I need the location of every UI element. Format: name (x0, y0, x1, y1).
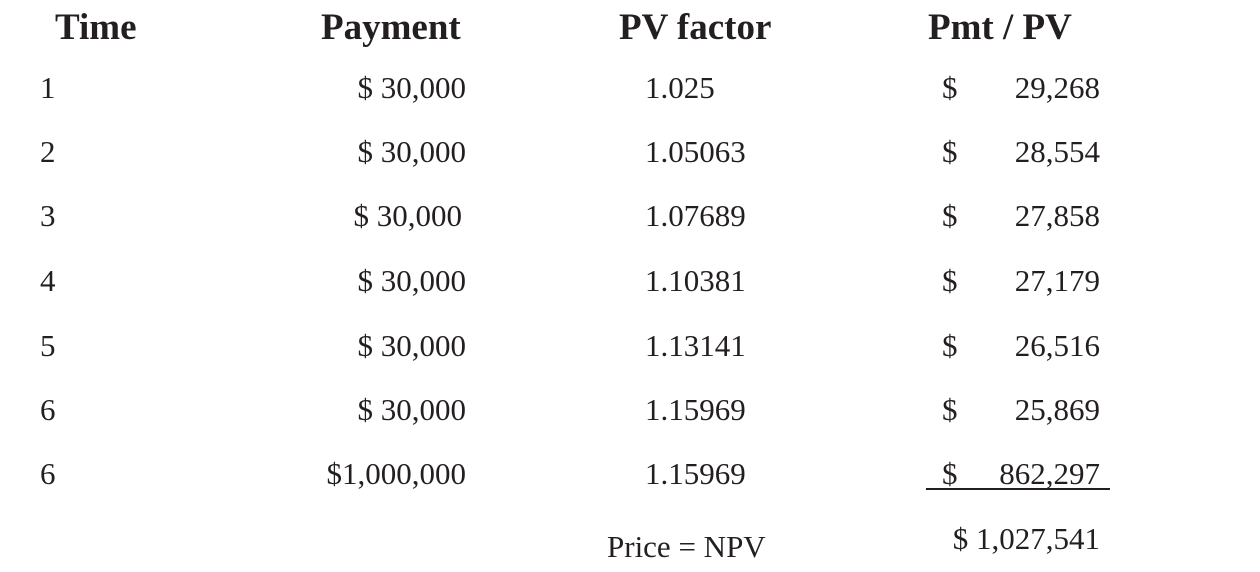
row-2-currency: $ (942, 134, 958, 169)
row-6-payment: $ 30,000 (357, 392, 467, 427)
row-7-pv-factor: 1.15969 (645, 456, 746, 491)
row-7-time: 6 (40, 456, 56, 491)
header-payment: Payment (321, 7, 461, 48)
row-2-pv-factor: 1.05063 (645, 134, 746, 169)
header-time: Time (55, 7, 137, 48)
row-5-time: 5 (40, 328, 56, 363)
row-5-currency: $ (942, 328, 958, 363)
row-4-time: 4 (40, 263, 56, 298)
row-6-currency: $ (942, 392, 958, 427)
row-6-pmt-pv: 25,869 (1014, 392, 1100, 427)
row-7-currency: $ (942, 456, 958, 491)
row-1-time: 1 (40, 70, 56, 105)
row-6-time: 6 (40, 392, 56, 427)
total-label: Price = NPV (607, 529, 766, 564)
row-1-payment: $ 30,000 (357, 70, 467, 105)
row-3-currency: $ (942, 198, 958, 233)
row-2-time: 2 (40, 134, 56, 169)
row-2-payment: $ 30,000 (357, 134, 467, 169)
row-7-pmt-pv: 862,297 (999, 456, 1100, 491)
row-4-payment: $ 30,000 (357, 263, 467, 298)
row-2-pmt-pv: 28,554 (1014, 134, 1100, 169)
row-5-payment: $ 30,000 (357, 328, 467, 363)
row-1-pmt-pv: 29,268 (1014, 70, 1100, 105)
row-3-pv-factor: 1.07689 (645, 198, 746, 233)
row-3-payment: $ 30,000 (353, 198, 463, 233)
row-1-currency: $ (942, 70, 958, 105)
row-5-pv-factor: 1.13141 (645, 328, 746, 363)
row-3-time: 3 (40, 198, 56, 233)
row-4-pmt-pv: 27,179 (1014, 263, 1100, 298)
row-7-payment: $1,000,000 (326, 456, 467, 491)
row-4-pv-factor: 1.10381 (645, 263, 746, 298)
row-3-pmt-pv: 27,858 (1014, 198, 1100, 233)
sum-underline (926, 488, 1110, 490)
row-1-pv-factor: 1.025 (645, 70, 715, 105)
total-value: $ 1,027,541 (952, 521, 1100, 556)
row-4-currency: $ (942, 263, 958, 298)
header-pmt-pv: Pmt / PV (928, 7, 1072, 48)
row-6-pv-factor: 1.15969 (645, 392, 746, 427)
header-pv-factor: PV factor (619, 7, 772, 48)
row-5-pmt-pv: 26,516 (1014, 328, 1100, 363)
